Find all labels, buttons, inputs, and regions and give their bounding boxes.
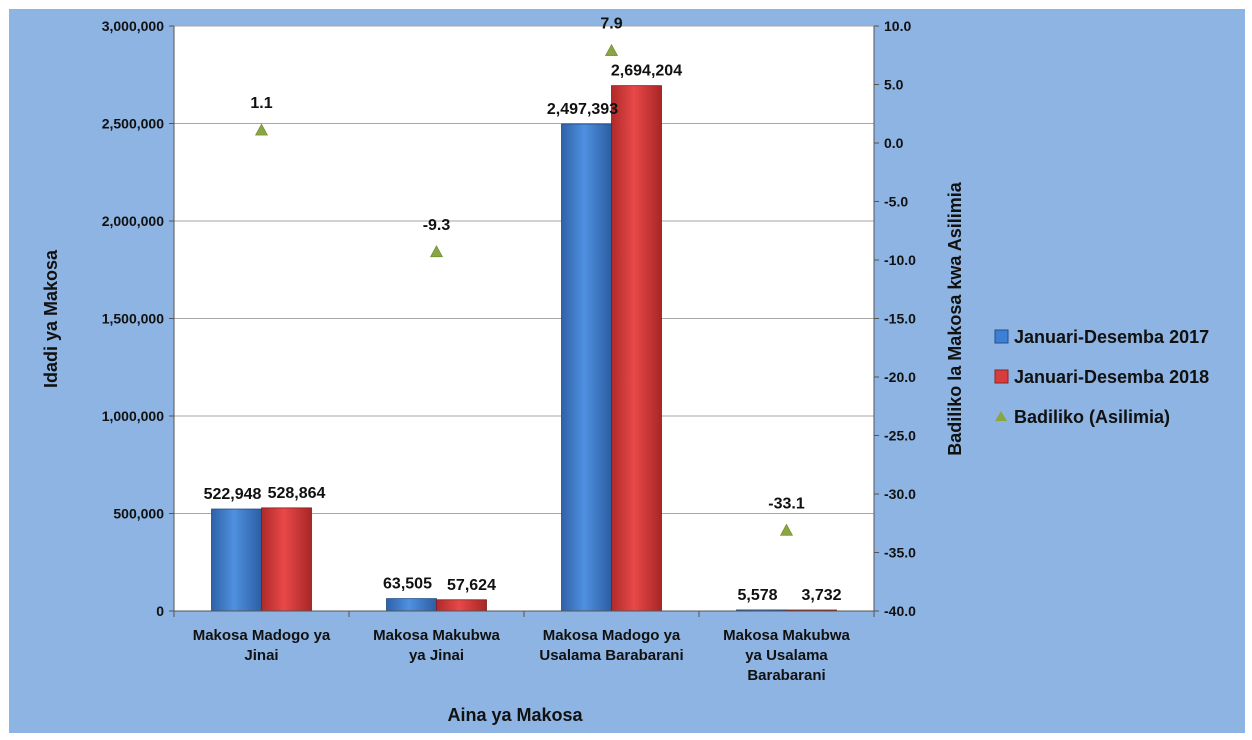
y2-tick-label: -30.0 [884,486,916,502]
axes: 0 500,000 1,000,000 1,500,000 2,000,000 2,500… [102,18,916,684]
bars [211,85,837,612]
bar-2018 [436,599,487,612]
x-tick-label: Makosa Madogo ya [193,627,331,644]
y-tick-label: 2,500,000 [102,116,164,132]
y2-tick-label: 0.0 [884,135,904,151]
y-tick-label: 3,000,000 [102,18,164,34]
y-axis-title: Idadi ya Makosa [41,249,61,388]
bar-data-label: 3,732 [801,587,841,604]
x-tick-label: Makosa Makubwa [373,627,500,644]
bar-2017 [386,598,437,612]
x-tick-label: ya Usalama [745,647,828,664]
y2-tick-label: -5.0 [884,194,908,210]
y2-tick-label: -15.0 [884,311,916,327]
bar-2017 [211,508,262,612]
change-data-label: 1.1 [250,95,272,112]
bar-2017 [561,123,612,612]
bar-data-label: 63,505 [383,576,432,593]
bar-data-label: 57,624 [447,577,496,594]
change-data-label: -33.1 [768,495,805,512]
y-tick-label: 0 [156,603,164,619]
legend-label-change: Badiliko (Asilimia) [1014,407,1170,427]
y2-tick-label: 10.0 [884,18,911,34]
legend-label-2018: Januari-Desemba 2018 [1014,367,1209,387]
change-data-label: -9.3 [423,217,451,234]
y2-tick-label: -40.0 [884,603,916,619]
change-marker [779,523,794,536]
y-tick-label: 500,000 [113,506,164,522]
y2-tick-label: 5.0 [884,77,904,93]
legend-triangle-marker [995,411,1007,421]
y2-tick-label: -25.0 [884,428,916,444]
x-tick-label: Barabarani [747,667,825,684]
y2-axis-title: Badiliko la Makosa kwa Asilimia [945,181,965,455]
y-tick-label: 1,500,000 [102,311,164,327]
y2-tick-label: -20.0 [884,369,916,385]
x-tick-label: Usalama Barabarani [539,647,683,664]
change-marker [254,123,269,136]
bar-data-label: 2,694,204 [611,63,682,80]
y-tick-label: 2,000,000 [102,213,164,229]
bar-data-label: 528,864 [268,485,326,502]
legend: Januari-Desemba 2017 Januari-Desemba 201… [994,327,1209,427]
x-tick-label: Makosa Makubwa [723,627,850,644]
bar-data-label: 2,497,393 [547,101,618,118]
change-markers [254,43,794,536]
y2-tick-label: -35.0 [884,545,916,561]
legend-swatch-2017 [994,329,1009,344]
legend-label-2017: Januari-Desemba 2017 [1014,327,1209,347]
legend-swatch-2018 [994,369,1009,384]
change-data-label: 7.9 [600,16,622,33]
x-axis-title: Aina ya Makosa [447,705,583,725]
bar-data-label: 522,948 [204,486,262,503]
y2-tick-label: -10.0 [884,252,916,268]
bar-2018 [611,85,662,612]
y-tick-label: 1,000,000 [102,408,164,424]
x-tick-label: Jinai [244,647,278,664]
bar-data-label: 5,578 [737,587,777,604]
chart: 0 500,000 1,000,000 1,500,000 2,000,000 2,500… [9,9,1245,733]
x-tick-label: ya Jinai [409,647,464,664]
data-labels: 522,948 528,864 1.1 63,505 57,624 -9.3 2,497,3… [204,16,842,604]
change-marker [429,245,444,258]
change-marker [604,43,619,56]
bar-2018 [261,507,312,612]
chart-frame: 0 500,000 1,000,000 1,500,000 2,000,000 2,500… [9,9,1245,733]
x-tick-label: Makosa Madogo ya [543,627,681,644]
